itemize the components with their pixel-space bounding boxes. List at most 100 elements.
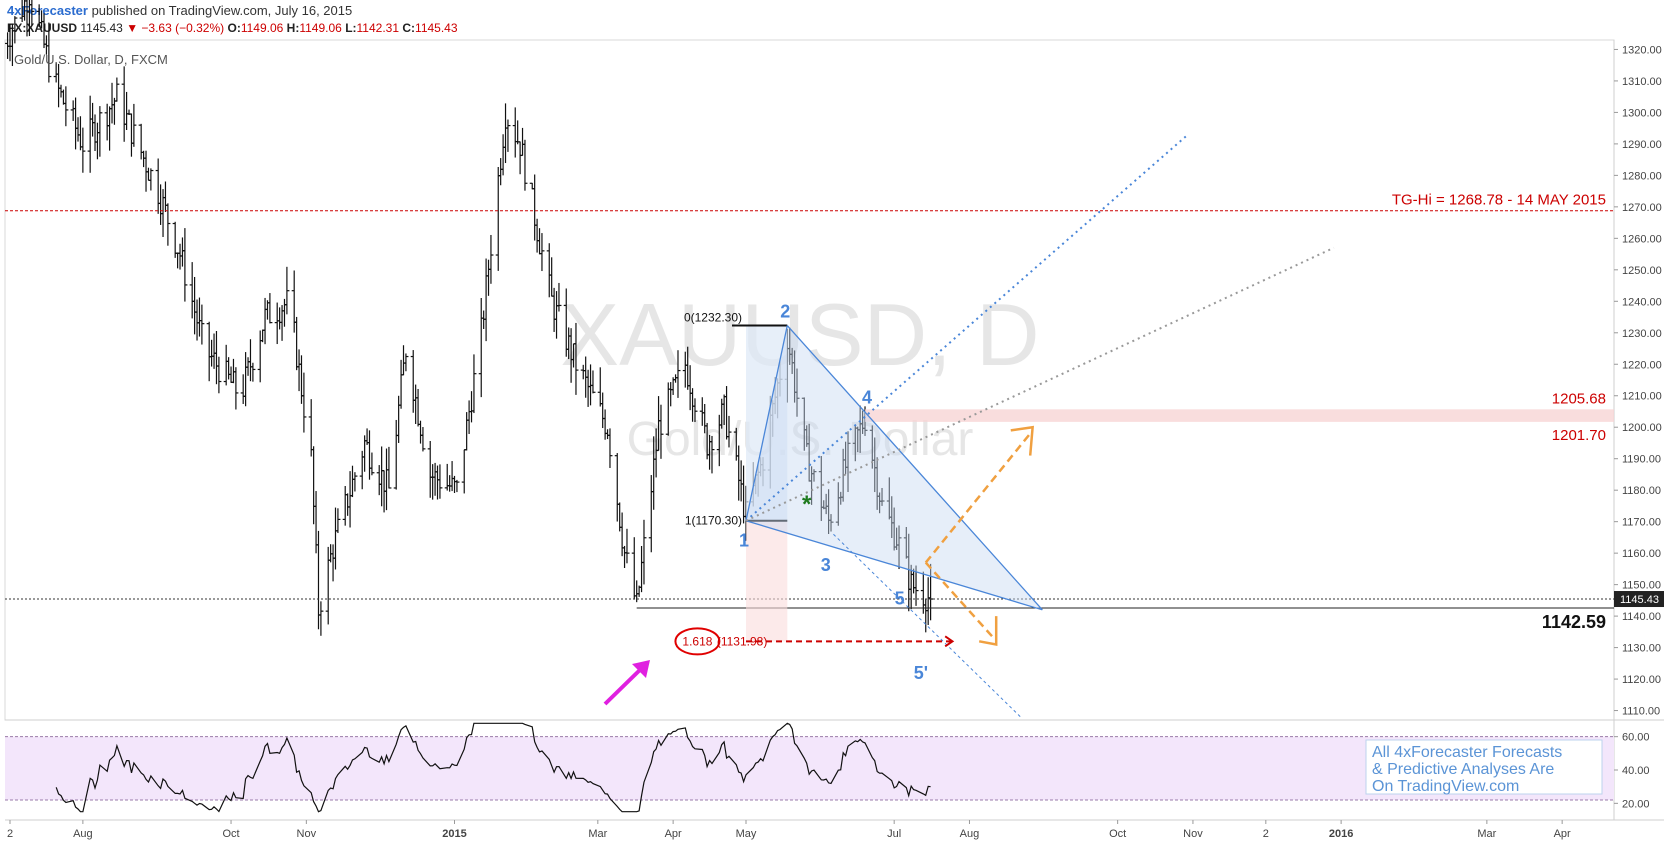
- ohlc-bar: [342, 485, 348, 526]
- highlight-arrow-head: [632, 660, 650, 678]
- rsi-tick-label: 60.00: [1622, 732, 1650, 744]
- ohlc-bar: [379, 446, 385, 507]
- time-tick-label: Aug: [73, 828, 93, 840]
- price-tick-label: 1210.00: [1622, 391, 1662, 403]
- triangle-fill: [746, 325, 1043, 610]
- ohlc-bar: [141, 150, 147, 168]
- time-tick-label: 2016: [1329, 828, 1353, 840]
- rsi-line: [55, 722, 931, 813]
- ohlc-bar: [658, 404, 664, 459]
- price-tick-label: 1260.00: [1622, 233, 1662, 245]
- ohlc-bar: [452, 475, 458, 493]
- ohlc-bar: [124, 91, 130, 131]
- ohlc-bar: [291, 270, 297, 333]
- ohlc-bar: [447, 475, 453, 492]
- ohlc-bar: [347, 471, 353, 528]
- ohlc-bar: [828, 514, 834, 532]
- price-tick-label: 1180.00: [1622, 485, 1661, 497]
- price-tick-label: 1220.00: [1622, 359, 1662, 371]
- fib-ext-head: [944, 635, 955, 648]
- ohlc-bar: [172, 221, 178, 258]
- promo-box[interactable]: All 4xForecaster Forecasts& Predictive A…: [1365, 739, 1603, 795]
- ohlc-bar: [73, 97, 79, 150]
- projection-down-arrow: [924, 561, 995, 639]
- ohlc-bar: [668, 382, 674, 407]
- ohlc-bar: [648, 475, 654, 553]
- ohlc-bar: [199, 304, 205, 345]
- ohlc-bar: [413, 384, 419, 425]
- ohlc-bar: [619, 512, 625, 557]
- ohlc-bar: [318, 601, 324, 636]
- ohlc-bar: [114, 77, 120, 102]
- rsi-pane: 60.00 40.00 20.00 All 4xForecaster Forecast…: [5, 722, 1650, 813]
- ohlc-bar: [29, 0, 35, 26]
- open-value: 1149.06: [240, 21, 284, 35]
- price-tick-label: 1150.00: [1622, 580, 1661, 592]
- fib-bottom-label: 1(1170.30): [685, 514, 742, 528]
- ohlc-bar: [393, 419, 399, 490]
- ohlc-bar: [427, 440, 433, 498]
- fib-ratio-circle: [674, 627, 721, 656]
- price-tick-label: 1240.00: [1622, 296, 1662, 308]
- price-change: ▼ −3.63 (−0.32%): [126, 21, 225, 35]
- ohlc-bar: [94, 122, 100, 160]
- ohlc-bar: [267, 293, 273, 324]
- rsi-band: [5, 736, 1614, 800]
- ohlc-bar: [486, 259, 492, 296]
- rsi-tick-label: 20.00: [1622, 798, 1650, 810]
- triangle-upper: [786, 325, 1043, 611]
- support-label: 1142.59: [1542, 612, 1606, 632]
- ohlc-bar: [461, 449, 467, 494]
- wave-label-4: 4: [862, 387, 872, 407]
- ohlc-bar: [58, 84, 64, 98]
- time-tick-label: 2015: [442, 828, 466, 840]
- last-price: 1145.43: [80, 21, 123, 35]
- ohlc-bar: [107, 106, 113, 151]
- ohlc-bar: [216, 356, 222, 394]
- ohlc-bar: [386, 446, 392, 489]
- ohlc-bar: [277, 307, 283, 330]
- ohlc-bar: [469, 391, 475, 423]
- wave-label-2: 2: [780, 302, 790, 322]
- ohlc-bar: [675, 350, 681, 398]
- price-tick-label: 1110.00: [1622, 706, 1660, 718]
- open-label: O:: [227, 21, 241, 35]
- ohlc-bar: [22, 0, 28, 21]
- time-tick-label: Aug: [960, 828, 980, 840]
- ohlc-bar: [80, 127, 86, 173]
- ohlc-bar: [845, 431, 851, 493]
- time-tick-label: May: [736, 828, 757, 840]
- ohlc-bar: [311, 446, 317, 525]
- ohlc-bar: [515, 120, 521, 145]
- time-tick-label: 2: [7, 828, 13, 840]
- wave-1-2: [745, 325, 788, 521]
- ohlc-bar: [162, 181, 168, 213]
- ohlc-bar: [345, 493, 351, 516]
- ohlc-bar: [549, 257, 555, 297]
- ohlc-bar: [325, 546, 331, 625]
- ohlc-bar: [449, 461, 455, 492]
- star-marker: *: [802, 491, 812, 518]
- ohlc-bar: [500, 134, 506, 176]
- ohlc-bar: [56, 63, 62, 108]
- ohlc-bar: [396, 395, 402, 443]
- time-tick-label: Nov: [1183, 828, 1203, 840]
- channel-lower-dashed: [833, 533, 1021, 718]
- promo-line: All 4xForecaster Forecasts: [1372, 744, 1562, 761]
- ohlc-bar: [551, 287, 557, 332]
- ohlc-bar: [532, 174, 538, 241]
- low-value: 1142.31: [356, 21, 400, 35]
- ohlc-bar: [794, 368, 800, 417]
- ohlc-bar: [602, 409, 608, 440]
- chart-title: Gold/U.S. Dollar, D, FXCM: [14, 52, 168, 67]
- ohlc-bar: [90, 102, 96, 137]
- ohlc-bar: [896, 525, 902, 570]
- promo-frame: [1365, 739, 1603, 795]
- ohlc-bar: [298, 355, 304, 404]
- low-label: L:: [345, 21, 357, 35]
- ohlc-bar: [111, 97, 117, 125]
- ohlc-bar: [247, 339, 253, 382]
- ohlc-bar: [60, 89, 66, 105]
- ohlc-bar: [590, 370, 596, 394]
